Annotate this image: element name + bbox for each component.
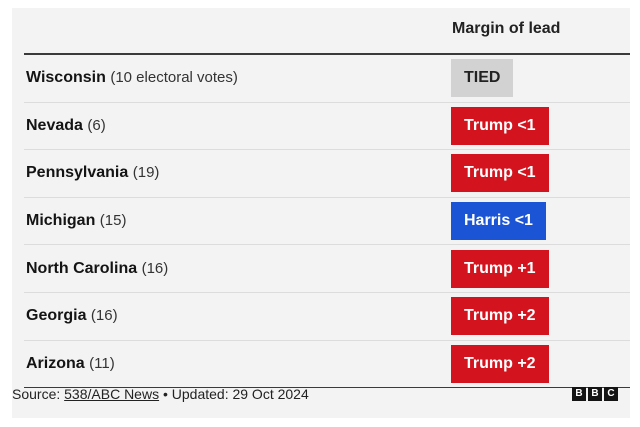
state-name: Wisconsin [26, 69, 106, 87]
lead-badge: TIED [451, 59, 514, 98]
margin-column-header: Margin of lead [452, 20, 561, 37]
lead-badge: Trump +2 [451, 297, 549, 336]
table-row: North Carolina (16) Trump +1 [24, 245, 630, 293]
battleground-table: Margin of lead Wisconsin (10 electoral v… [24, 8, 630, 389]
bbc-logo-letter: C [604, 387, 618, 401]
state-name: Michigan [26, 212, 96, 230]
state-cell: Pennsylvania (19) [26, 164, 159, 182]
state-name: Arizona [26, 354, 85, 372]
state-cell: North Carolina (16) [26, 260, 168, 278]
electoral-votes: (16) [141, 259, 169, 277]
table-row: Arizona (11) Trump +2 [24, 341, 630, 389]
source-line: Source: 538/ABC News • Updated: 29 Oct 2… [12, 386, 309, 402]
table-header: Margin of lead [24, 8, 630, 55]
chart-frame: Margin of lead Wisconsin (10 electoral v… [12, 8, 630, 418]
state-name: North Carolina [26, 259, 138, 277]
lead-badge: Harris <1 [451, 202, 546, 241]
lead-badge: Trump <1 [451, 106, 549, 145]
state-name: Pennsylvania [26, 164, 129, 182]
lead-badge: Trump +1 [451, 249, 549, 288]
bbc-logo: B B C [572, 387, 618, 401]
table-row: Nevada (6) Trump <1 [24, 103, 630, 151]
electoral-votes: (19) [132, 164, 160, 182]
state-name: Georgia [26, 307, 87, 325]
table-body: Wisconsin (10 electoral votes) TIED Nevada… [24, 55, 630, 389]
state-cell: Georgia (16) [26, 307, 118, 325]
state-cell: Arizona (11) [26, 355, 115, 373]
lead-badge: Trump +2 [451, 344, 549, 383]
state-cell: Nevada (6) [26, 117, 106, 135]
electoral-votes: (10 electoral votes) [110, 69, 238, 87]
state-cell: Michigan (15) [26, 212, 126, 230]
electoral-votes: (6) [87, 116, 106, 134]
electoral-votes: (15) [99, 212, 127, 230]
footer: Source: 538/ABC News • Updated: 29 Oct 2… [12, 383, 618, 405]
table-row: Georgia (16) Trump +2 [24, 293, 630, 341]
table-row: Michigan (15) Harris <1 [24, 198, 630, 246]
state-cell: Wisconsin (10 electoral votes) [26, 69, 238, 87]
table-row: Wisconsin (10 electoral votes) TIED [24, 55, 630, 103]
electoral-votes: (11) [89, 354, 115, 372]
state-name: Nevada [26, 116, 83, 134]
electoral-votes: (16) [90, 307, 118, 325]
updated-text: • Updated: 29 Oct 2024 [159, 386, 309, 402]
table-row: Pennsylvania (19) Trump <1 [24, 150, 630, 198]
source-link[interactable]: 538/ABC News [64, 386, 160, 402]
bbc-logo-letter: B [588, 387, 602, 401]
source-prefix: Source: [12, 386, 65, 402]
bbc-logo-letter: B [572, 387, 586, 401]
lead-badge: Trump <1 [451, 154, 549, 193]
